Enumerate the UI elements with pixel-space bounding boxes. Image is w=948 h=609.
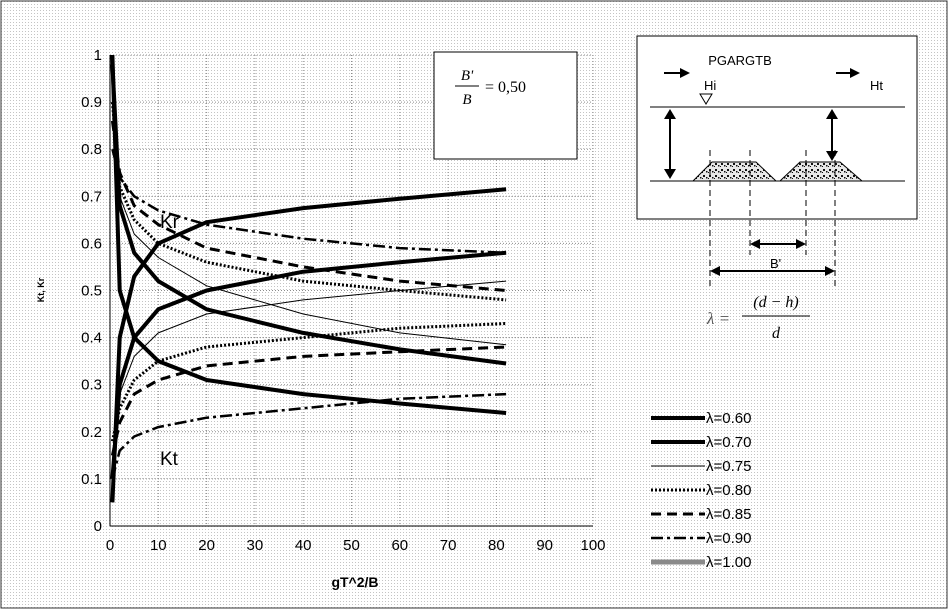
- b-right-arrow-icon: [825, 266, 835, 276]
- x-tick-label: 30: [247, 537, 264, 554]
- legend-label: λ=0.75: [706, 458, 751, 475]
- x-tick-label: 20: [198, 537, 215, 554]
- series-line-kr: [110, 250, 507, 480]
- diagram-box: [636, 35, 918, 220]
- x-axis-label: gT^2/B: [331, 574, 378, 590]
- x-tick-label: 40: [295, 537, 312, 554]
- legend-label: λ=0.90: [706, 530, 751, 547]
- axes: [109, 55, 593, 527]
- series-line-kr: [110, 322, 507, 442]
- y-tick-label: 0.4: [81, 330, 102, 347]
- series-line-kt: [110, 120, 507, 292]
- b-left-arrow-icon: [710, 266, 720, 276]
- ratio-denominator: B: [462, 92, 471, 108]
- series-line-kt: [110, 54, 507, 415]
- ratio-numerator: B': [461, 68, 474, 84]
- series-line-kr: [111, 280, 507, 456]
- kr-label: Kr: [160, 212, 180, 233]
- series-line-kt: [110, 101, 507, 302]
- y-tick-label: 0.6: [81, 235, 102, 252]
- breakwater-1: [691, 161, 778, 182]
- y-tick-label: 0.8: [81, 141, 102, 158]
- series-line-kt: [111, 148, 507, 255]
- y-axis-label: Kt, Kr: [36, 277, 46, 302]
- y-tick-label: 0: [94, 518, 102, 535]
- diagram-title: PGARGTB: [708, 53, 772, 68]
- y-tick-label: 0.3: [81, 377, 102, 394]
- x-tick-label: 50: [343, 537, 360, 554]
- breakwater-diagram: PGARGTB Hi Ht B': [636, 35, 918, 342]
- ratio-value: = 0,50: [485, 79, 526, 96]
- series-line-kr: [110, 345, 507, 456]
- legend-label: λ=0.85: [706, 506, 751, 523]
- tick-labels: 0 10 20 30 40 50 60 70 80 90 100 0 0.1 0.2 0.3 0.4 0.5 0.…: [81, 47, 605, 554]
- x-tick-label: 60: [391, 537, 408, 554]
- legend-label: λ=0.80: [706, 482, 751, 499]
- kt-label: Kt: [160, 449, 179, 470]
- lambda-numerator: (d − h): [753, 294, 798, 311]
- legend: λ=0.60 λ=0.70 λ=0.75 λ=0.80 λ=0.85 λ=0.90 λ=1.…: [651, 410, 751, 571]
- y-tick-label: 0.7: [81, 188, 102, 205]
- x-tick-label: 80: [488, 537, 505, 554]
- lambda-lhs: λ =: [706, 309, 730, 328]
- depth-arrow-right-top-icon: [826, 109, 838, 119]
- b-prime-right-arrow-icon: [796, 239, 806, 249]
- depth-arrow-left-bottom-icon: [664, 169, 676, 179]
- b-prime-label: B': [770, 256, 781, 271]
- x-tick-label: 10: [150, 537, 167, 554]
- ratio-annotation-box: B' B = 0,50: [433, 51, 578, 160]
- hi-label: Hi: [704, 78, 716, 93]
- y-tick-label: 0.9: [81, 94, 102, 111]
- y-tick-label: 0.2: [81, 424, 102, 441]
- y-tick-label: 0.1: [81, 471, 102, 488]
- series-line-kr: [110, 187, 507, 503]
- transmitted-arrow-head-icon: [850, 68, 860, 78]
- series-line-kt: [110, 64, 507, 366]
- depth-arrow-left-top-icon: [664, 109, 676, 119]
- series-line-kr: [111, 392, 507, 480]
- lambda-denominator: d: [772, 325, 781, 342]
- b-prime-left-arrow-icon: [750, 239, 760, 249]
- incident-arrow-head-icon: [680, 68, 690, 78]
- legend-label: λ=0.60: [706, 410, 751, 427]
- y-tick-label: 0.5: [81, 283, 102, 300]
- y-tick-label: 1: [94, 47, 102, 64]
- x-tick-label: 70: [440, 537, 457, 554]
- legend-label: λ=1.00: [706, 554, 751, 571]
- series-lines: [110, 54, 507, 503]
- x-tick-label: 90: [536, 537, 553, 554]
- water-level-marker-icon: [699, 93, 713, 105]
- legend-label: λ=0.70: [706, 434, 751, 451]
- x-tick-label: 100: [580, 537, 605, 554]
- ht-label: Ht: [870, 78, 883, 93]
- x-tick-label: 0: [106, 537, 114, 554]
